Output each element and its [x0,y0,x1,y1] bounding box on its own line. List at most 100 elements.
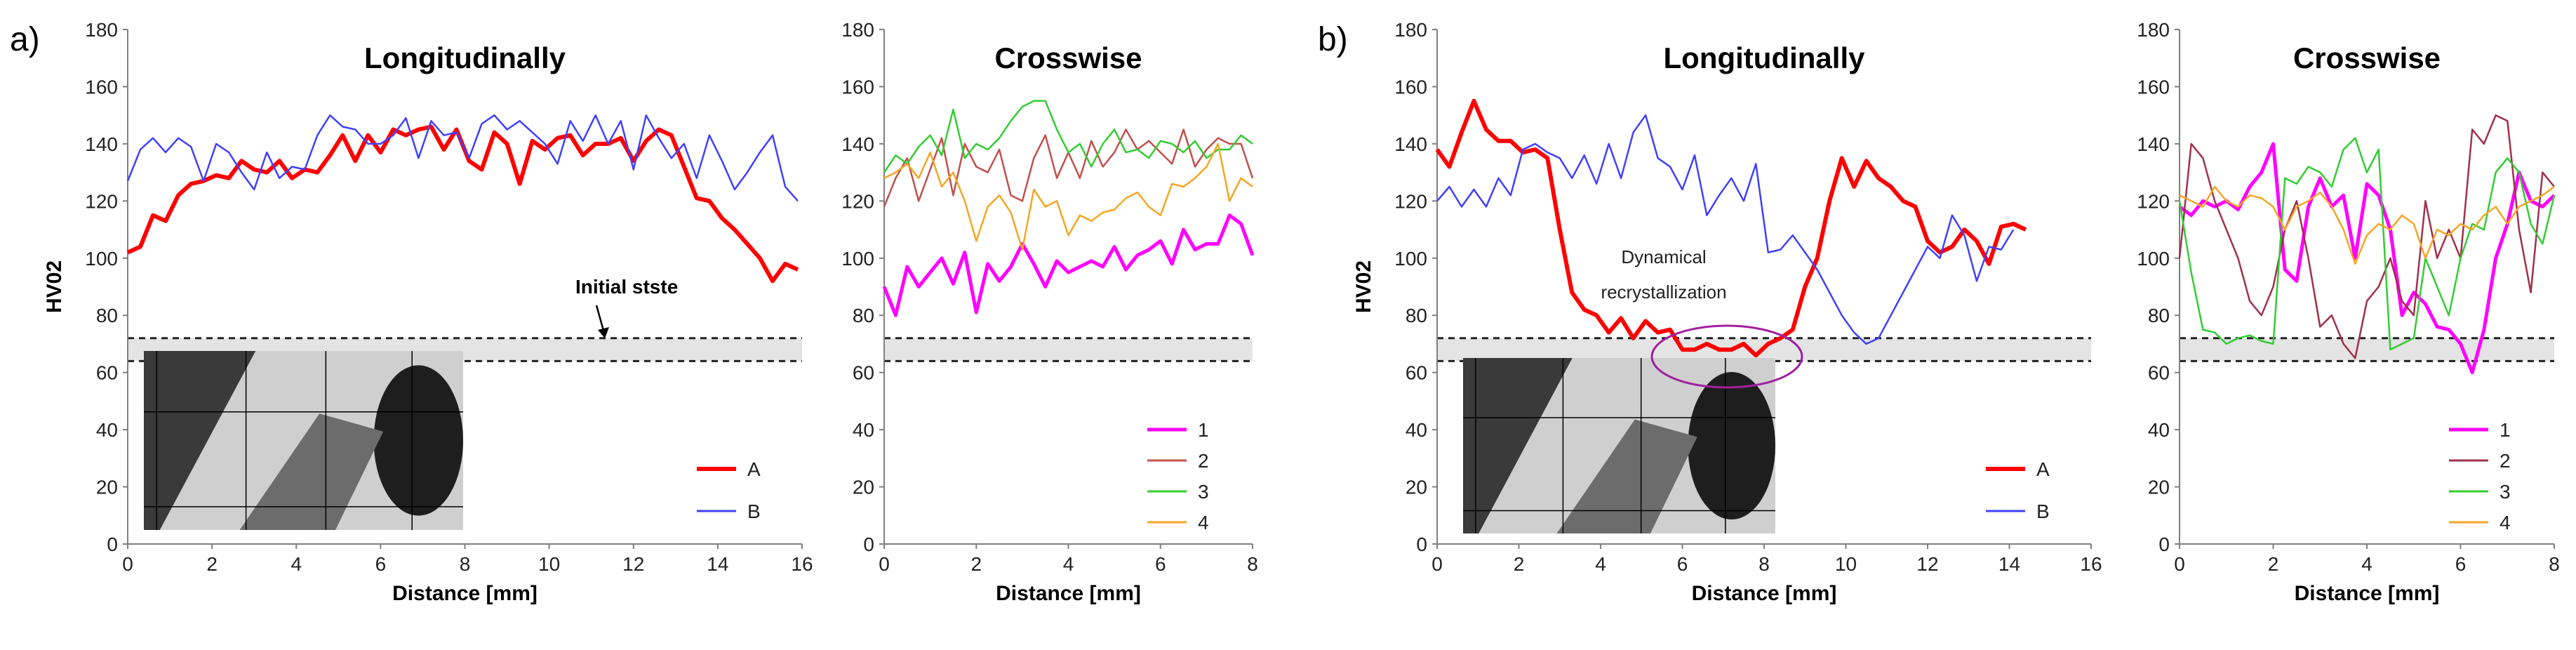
initial-state-band [884,338,1253,362]
micrograph-dark-region-right [1688,372,1775,519]
x-tick-label: 12 [1916,553,1938,575]
y-tick-label: 20 [853,477,874,498]
y-tick-label: 60 [96,362,118,384]
x-tick-label: 0 [122,553,133,575]
x-tick-label: 0 [1432,553,1443,575]
series-line-4 [883,142,1253,251]
y-tick-label: 120 [841,190,874,212]
dynamical-recrystallization-ellipse [1650,324,1803,389]
y-tick-label: 20 [2148,477,2170,498]
x-tick-label: 6 [1677,553,1688,575]
legend-label-3: 3 [1198,481,1209,503]
x-tick-label: 2 [2268,553,2279,575]
series-line-A [1435,98,2027,358]
chart-title: Crosswise [2293,41,2441,74]
y-tick-label: 180 [2137,19,2170,41]
micrograph-dark-region-right [373,365,463,516]
series-line-1 [882,213,1255,317]
initial-state-label: Initial stste [575,276,678,298]
y-tick-label: 0 [107,533,118,555]
y-tick-label: 160 [85,76,118,98]
legend-label-A: A [747,458,761,480]
y-tick-label: 0 [2158,533,2170,555]
chart-panel-a-crosswise: 0 20 40 60 80 100 120 140 160 180 0 2 4 6 8 Crosswise Di… [841,19,1258,605]
y-tick-label: 80 [853,305,874,326]
initial-state-arrowhead [598,327,609,338]
x-tick-label: 8 [1759,553,1770,575]
x-tick-label: 16 [791,553,813,575]
legend-label-4: 4 [2500,512,2511,533]
series-line-4 [2179,185,2555,265]
x-tick-label: 12 [622,553,644,575]
y-tick-label: 20 [96,477,118,498]
chart-panel-b-crosswise: 0 20 40 60 80 100 120 140 160 180 0 2 4 6 8 Crosswise Di… [2137,19,2560,605]
y-tick-label: 0 [863,533,874,555]
y-tick-label: 80 [1406,305,1427,326]
chart-title: Crosswise [994,41,1142,74]
x-tick-label: 14 [707,553,728,575]
y-tick-label: 40 [1406,419,1427,441]
x-tick-label: 8 [1247,553,1258,575]
x-tick-label: 2 [206,553,218,575]
y-tick-label: 160 [841,76,874,98]
x-tick-label: 4 [1595,553,1606,575]
y-tick-label: 180 [841,19,874,41]
y-tick-label: 140 [841,133,874,155]
x-tick-label: 4 [2361,553,2373,575]
x-tick-label: 8 [460,553,471,575]
x-tick-label: 2 [1514,553,1525,575]
series-line-3 [2178,137,2556,351]
y-tick-label: 60 [853,362,874,384]
x-tick-label: 4 [291,553,302,575]
y-tick-label: 180 [1394,19,1427,41]
legend: 1 2 3 4 [1147,419,1209,533]
x-tick-label: 2 [970,553,982,575]
y-tick-label: 100 [1394,248,1427,270]
x-tick-label: 6 [375,553,387,575]
chart-title: Longitudinally [1664,41,1866,74]
y-tick-label: 160 [2137,76,2170,98]
y-tick-label: 80 [2148,305,2170,326]
x-tick-label: 14 [1998,553,2020,575]
legend-label-1: 1 [1198,419,1209,441]
y-tick-label: 40 [853,419,874,441]
y-tick-label: 60 [1406,362,1427,384]
micrograph-dark-region-left [144,351,256,530]
y-tick-label: 100 [841,248,874,270]
y-axis-label: HV02 [43,260,66,313]
legend-label-2: 2 [1198,450,1209,472]
y-tick-label: 160 [1394,76,1427,98]
legend: 1 2 3 4 [2449,419,2511,533]
y-tick-label: 40 [2148,419,2170,441]
y-tick-label: 100 [85,248,118,270]
x-tick-label: 4 [1063,553,1074,575]
y-tick-label: 60 [2148,362,2170,384]
y-axis-label: HV02 [1352,260,1375,313]
legend-label-B: B [747,500,761,522]
y-tick-label: 140 [85,133,118,155]
panel-label-a: a) [10,21,40,58]
chart-panel-a-longitudinal: 0 20 40 60 80 100 120 140 160 180 0 2 4 6 8 10 12 14 16 Lon… [43,19,813,605]
series-line-B [1436,114,2015,345]
y-tick-label: 120 [85,190,118,212]
x-tick-label: 6 [2455,553,2467,575]
series-line-3 [883,100,1253,173]
y-tick-label: 180 [85,19,118,41]
x-tick-label: 10 [538,553,560,575]
legend-label-1: 1 [2500,419,2511,441]
y-tick-label: 120 [2137,190,2170,212]
panel-label-b: b) [1318,21,1348,58]
dynamical-label-line2: recrystallization [1601,281,1726,303]
legend-label-4: 4 [1198,512,1209,533]
specimen-micrograph [144,351,463,530]
specimen-micrograph [1463,358,1775,533]
legend-label-A: A [2036,458,2050,480]
legend-label-2: 2 [2500,450,2511,472]
x-tick-label: 10 [1835,553,1857,575]
y-tick-label: 40 [96,419,118,441]
x-axis-label: Distance [mm] [2295,582,2440,605]
x-tick-label: 0 [2174,553,2185,575]
